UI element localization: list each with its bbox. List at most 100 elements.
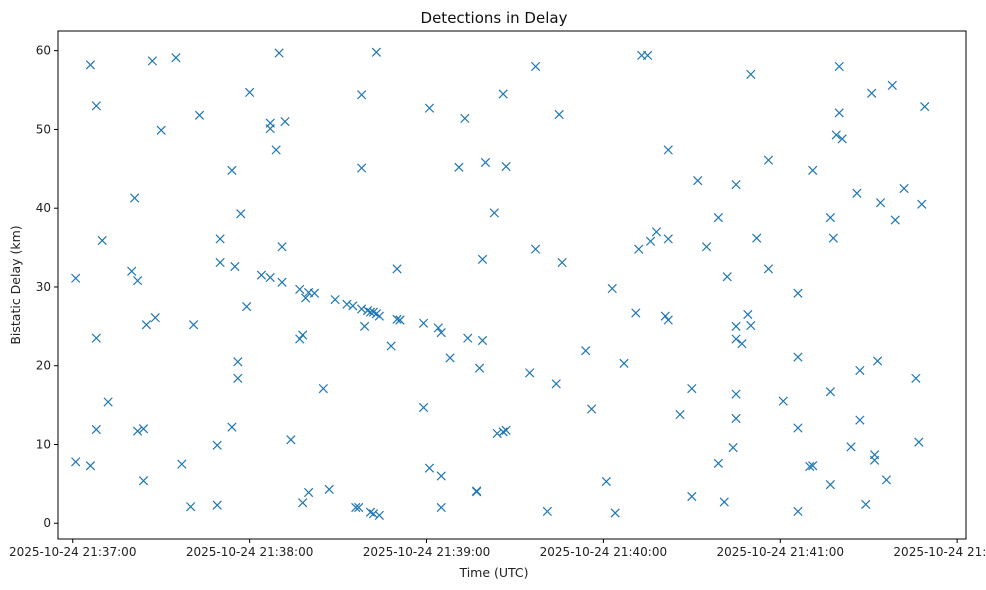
data-point bbox=[130, 193, 140, 203]
data-point bbox=[663, 315, 673, 325]
data-point bbox=[663, 234, 673, 244]
data-point bbox=[91, 424, 101, 435]
data-point bbox=[212, 500, 222, 510]
data-point bbox=[280, 116, 290, 127]
x-tick-label: 2025-10-24 21:39:00 bbox=[363, 545, 490, 559]
data-point bbox=[233, 373, 243, 383]
data-point bbox=[368, 509, 379, 519]
data-point bbox=[85, 60, 96, 70]
data-point bbox=[731, 389, 741, 399]
data-point bbox=[746, 320, 756, 331]
data-point bbox=[103, 397, 113, 407]
data-point bbox=[357, 90, 367, 100]
data-point bbox=[713, 213, 723, 223]
data-point bbox=[917, 199, 927, 209]
data-point bbox=[271, 145, 281, 155]
data-point bbox=[233, 357, 243, 367]
data-point bbox=[236, 209, 246, 219]
data-point bbox=[752, 233, 762, 243]
data-point bbox=[324, 484, 334, 495]
data-point bbox=[530, 244, 541, 254]
y-tick-label: 10 bbox=[36, 437, 51, 451]
data-point bbox=[920, 101, 930, 112]
data-point bbox=[899, 183, 909, 194]
data-point bbox=[793, 506, 803, 517]
data-point bbox=[825, 387, 836, 397]
data-point bbox=[242, 302, 252, 312]
x-axis-title: Time (UTC) bbox=[458, 565, 528, 580]
data-point bbox=[825, 480, 836, 490]
data-point bbox=[610, 508, 620, 518]
data-point bbox=[303, 487, 314, 498]
data-point bbox=[354, 502, 364, 513]
data-point bbox=[460, 113, 470, 124]
data-point bbox=[91, 333, 101, 343]
data-point bbox=[71, 273, 81, 283]
x-tick-label: 2025-10-24 21:38:00 bbox=[186, 545, 313, 559]
data-point bbox=[746, 69, 756, 79]
data-point bbox=[663, 145, 673, 155]
data-point bbox=[855, 365, 865, 376]
data-point bbox=[793, 352, 803, 362]
data-point bbox=[861, 499, 871, 509]
data-point bbox=[295, 284, 305, 294]
data-point bbox=[828, 233, 838, 243]
data-point bbox=[728, 443, 738, 453]
data-point bbox=[474, 363, 485, 373]
data-point bbox=[477, 335, 488, 346]
data-point bbox=[265, 272, 275, 283]
data-point bbox=[731, 321, 741, 331]
data-point bbox=[808, 165, 818, 176]
data-point bbox=[554, 109, 564, 120]
data-point bbox=[631, 308, 641, 318]
data-point bbox=[177, 459, 187, 469]
data-point bbox=[244, 87, 255, 98]
data-point bbox=[731, 413, 741, 424]
data-point bbox=[825, 213, 836, 223]
data-point bbox=[722, 272, 732, 282]
x-tick-label: 2025-10-24 21:37:00 bbox=[9, 545, 136, 559]
data-point bbox=[778, 396, 788, 406]
data-point bbox=[424, 103, 435, 113]
data-point bbox=[418, 402, 429, 413]
data-point bbox=[318, 383, 328, 394]
plot-area bbox=[57, 30, 967, 540]
data-point bbox=[227, 165, 237, 176]
data-point bbox=[687, 491, 697, 502]
data-point bbox=[359, 321, 370, 331]
data-point bbox=[875, 198, 886, 208]
data-point bbox=[97, 235, 107, 246]
data-point bbox=[719, 497, 729, 507]
data-point bbox=[701, 242, 712, 252]
data-point bbox=[277, 242, 287, 252]
data-point bbox=[85, 461, 96, 471]
data-point bbox=[471, 487, 482, 497]
data-point bbox=[501, 161, 511, 172]
data-point bbox=[831, 130, 841, 140]
data-point bbox=[301, 293, 311, 303]
data-point bbox=[141, 320, 152, 330]
data-point bbox=[445, 353, 455, 363]
data-point bbox=[846, 442, 856, 452]
data-point bbox=[156, 125, 166, 135]
data-point bbox=[834, 61, 844, 72]
y-axis: 0 10 20 30 40 50 60 bbox=[36, 44, 58, 530]
data-point bbox=[480, 157, 491, 168]
data-point bbox=[607, 283, 617, 294]
data-point bbox=[138, 424, 149, 434]
data-point bbox=[852, 188, 862, 198]
data-points bbox=[71, 47, 930, 520]
data-point bbox=[498, 89, 508, 99]
y-tick-label: 20 bbox=[36, 359, 51, 373]
data-point bbox=[808, 461, 818, 471]
data-point bbox=[837, 134, 847, 144]
data-point bbox=[887, 80, 897, 90]
data-point bbox=[433, 323, 443, 333]
x-tick-label: 2025-10-24 21:41:00 bbox=[717, 545, 844, 559]
data-point bbox=[418, 318, 429, 328]
data-point bbox=[557, 257, 567, 268]
data-point bbox=[731, 334, 741, 344]
data-point bbox=[763, 264, 774, 274]
data-point bbox=[212, 440, 222, 450]
data-point bbox=[687, 383, 697, 394]
